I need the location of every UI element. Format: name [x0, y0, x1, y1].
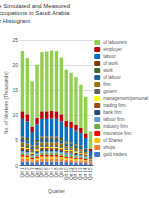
svg-text:trading firm: trading firm: [103, 103, 126, 108]
svg-text:gold traders: gold traders: [103, 152, 128, 157]
svg-text:Qrt 11: Qrt 11: [68, 167, 74, 180]
svg-text:of Shares: of Shares: [103, 138, 123, 143]
svg-text:Qrt 3: Qrt 3: [29, 167, 35, 178]
svg-text:25: 25: [12, 37, 18, 43]
svg-text:labour firm: labour firm: [103, 117, 125, 122]
svg-text:of labourers: of labourers: [103, 40, 128, 45]
svg-text:firm: firm: [103, 82, 111, 87]
svg-text:Qrt 2: Qrt 2: [24, 167, 30, 178]
svg-text:Comparison Between the Simulat: Comparison Between the Simulated and Mea…: [0, 3, 72, 9]
svg-text:15: 15: [12, 87, 18, 93]
svg-text:shops: shops: [103, 145, 116, 150]
svg-text:Qrt 14: Qrt 14: [83, 167, 89, 181]
svg-text:Qrt 5: Qrt 5: [39, 167, 45, 178]
svg-text:of work: of work: [103, 61, 118, 66]
svg-text:labour: labour: [103, 54, 116, 59]
svg-text:Workforce of the 173 Occupatio: Workforce of the 173 Occupations in Saud…: [0, 10, 70, 16]
svg-text:Qrt 8: Qrt 8: [54, 167, 59, 178]
svg-text:govern: govern: [103, 89, 117, 94]
svg-text:employer: employer: [103, 47, 122, 52]
svg-text:Employer Histogram: Employer Histogram: [0, 18, 30, 24]
svg-text:Qrt 6: Qrt 6: [44, 167, 50, 178]
svg-text:Qrt 15: Qrt 15: [88, 167, 93, 180]
svg-text:of labour: of labour: [103, 75, 121, 80]
svg-text:Qrt 10: Qrt 10: [63, 167, 69, 181]
svg-text:Qrt 1: Qrt 1: [19, 167, 25, 178]
svg-text:bank firm: bank firm: [103, 110, 122, 115]
svg-text:Quarter: Quarter: [48, 188, 65, 194]
svg-text:management/personal: management/personal: [103, 96, 148, 101]
svg-text:No. of Workers (Thousands): No. of Workers (Thousands): [3, 71, 9, 134]
svg-text:Qrt 12: Qrt 12: [73, 167, 79, 181]
svg-text:work: work: [103, 68, 113, 73]
svg-text:10: 10: [12, 112, 18, 118]
svg-text:insurance firm: insurance firm: [103, 131, 132, 136]
svg-text:Qrt 9: Qrt 9: [58, 167, 64, 178]
svg-text:Qrt 13: Qrt 13: [78, 167, 84, 181]
svg-text:20: 20: [12, 62, 18, 68]
svg-text:5: 5: [15, 137, 18, 143]
svg-text:0: 0: [15, 163, 18, 169]
svg-text:Qrt 4: Qrt 4: [34, 167, 40, 178]
svg-text:industry firm: industry firm: [103, 124, 128, 129]
svg-text:Qrt 7: Qrt 7: [49, 167, 55, 178]
